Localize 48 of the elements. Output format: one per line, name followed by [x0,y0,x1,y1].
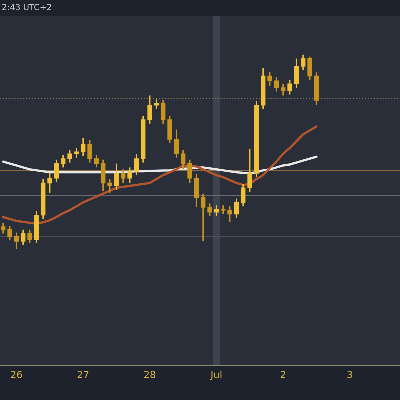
x-tick-label: 2 [280,371,286,378]
candlestick [168,115,172,144]
candlestick [28,229,32,244]
x-tick-label: 3 [348,371,352,378]
candlestick [268,72,272,87]
candlestick [180,149,186,170]
x-tick-label: 27 [78,371,89,378]
candlestick [88,140,92,164]
candlestick [228,206,232,223]
candlestick [280,83,286,96]
candlestick [14,232,20,250]
candlestick [188,159,192,184]
candlestick [68,149,72,164]
candlestick [240,184,246,208]
candlestick [308,56,312,81]
candlestick [20,229,26,246]
candlestick [54,159,60,183]
candlestick [154,98,160,110]
candlestick [120,168,126,184]
candlestick [74,148,80,159]
candlestick [8,225,12,242]
candlestick [174,129,180,159]
candlestick [100,159,106,192]
candlestick [0,222,6,234]
candlestick [114,163,120,191]
candlestick [160,100,166,125]
candlestick [234,198,240,219]
candlestick [128,166,132,184]
candlestick [134,153,140,176]
candlestick [194,174,200,208]
candlestick [108,178,112,194]
text: 2:43 UTC+2 [2,4,52,10]
candlestick [200,193,206,242]
candlestick [148,95,152,125]
candlestick [60,154,66,168]
candlestick [80,138,86,157]
candlestick [274,76,280,93]
candlestick [300,54,306,72]
x-tick-label: 26 [11,371,22,378]
x-tick-label: 28 [144,371,156,378]
candlestick [94,154,100,168]
x-tick-label: Jul [210,370,222,380]
candlestick [208,202,212,217]
candlestick [48,172,52,194]
candlestick [294,58,300,89]
candlestick [248,148,252,193]
candlestick [288,79,292,96]
candlestick [214,204,220,217]
